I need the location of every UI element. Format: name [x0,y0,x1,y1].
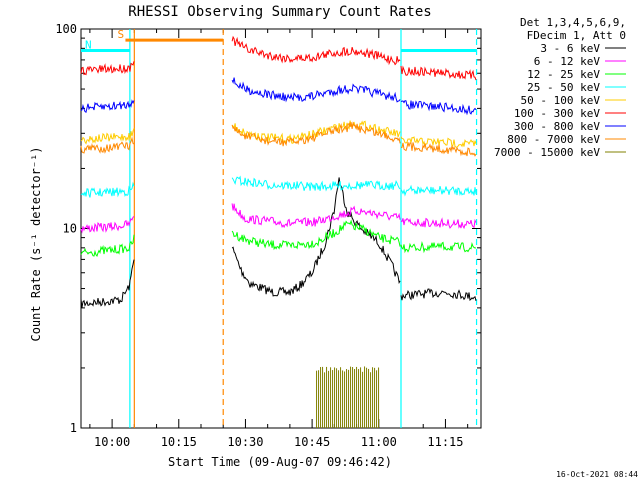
legend-header-line-1: Det 1,3,4,5,6,9, [520,16,626,29]
generation-timestamp: 16-Oct-2021 08:44 [556,470,638,479]
x-tick-label: 10:15 [161,435,197,449]
series-line [401,186,476,195]
series-line [81,184,134,198]
series-line [232,221,400,249]
series-3-6-keV [81,177,476,307]
y-tick-label: 1 [70,421,77,435]
x-tick-label: 11:15 [427,435,463,449]
series-line [401,101,476,114]
count-rate-chart: RHESSI Observing Summary Count Rates Cou… [0,0,640,480]
y-tick-label: 10 [63,222,77,236]
legend-label: 300 - 800 keV [514,120,600,133]
series-line [232,177,400,296]
series-line [232,121,400,144]
flag-label: N [85,39,92,52]
series-100-300-keV [81,37,476,80]
y-axis-label: Count Rate (s⁻¹ detector⁻¹) [29,146,43,341]
legend-label: 6 - 12 keV [534,55,601,68]
series-line [81,61,134,74]
series-7000-15000-keV [317,366,379,428]
chart-title: RHESSI Observing Summary Count Rates [128,4,431,20]
series-12-25-keV [81,221,476,256]
series-25-50-keV [81,177,476,197]
legend-label: 50 - 100 keV [521,94,601,107]
series-50-100-keV [81,121,476,148]
legend-label: 12 - 25 keV [527,68,600,81]
x-tick-label: 10:45 [294,435,330,449]
series-300-800-keV [81,78,476,114]
series-6-12-keV [81,203,476,231]
legend-header-line-2: FDecim 1, Att 0 [527,29,626,42]
y-tick-label: 100 [55,22,77,36]
legend-label: 25 - 50 keV [527,81,600,94]
legend-label: 3 - 6 keV [540,42,600,55]
series-line [232,78,400,102]
legend-label: 100 - 300 keV [514,107,600,120]
flag-label: S [117,28,124,41]
legend-label: 800 - 7000 keV [507,133,600,146]
series-line [81,100,134,112]
series-line [232,37,400,64]
series-line [232,177,400,191]
x-tick-label: 11:00 [361,435,397,449]
series-line [232,203,400,227]
legend-label: 7000 - 15000 keV [494,146,600,159]
series-line [81,128,134,143]
series-line [401,218,476,228]
x-axis-label: Start Time (09-Aug-07 09:46:42) [168,455,392,469]
series-line [401,66,476,80]
series-line [401,289,476,301]
series-line [401,243,476,252]
x-tick-label: 10:00 [94,435,130,449]
plot-area: 100 10 1 10:00 10:15 10:30 10:45 11:00 11:15 S N [55,22,481,449]
series-line [81,216,134,231]
plot-frame [81,29,481,428]
series-line [81,235,134,256]
series-line [81,260,134,308]
x-tick-label: 10:30 [227,435,263,449]
